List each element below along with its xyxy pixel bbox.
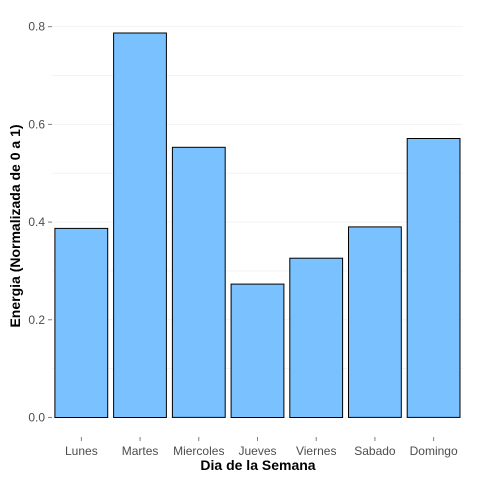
bar-jueves <box>230 283 285 418</box>
x-axis-title: Dia de la Semana <box>200 457 315 473</box>
bar-miercoles <box>171 146 226 418</box>
y-tick-label: 0.6 <box>28 117 45 131</box>
bars <box>54 32 461 419</box>
bar-martes <box>113 32 167 418</box>
x-tick-label: Sabado <box>354 444 396 458</box>
bar-sabado <box>348 226 402 418</box>
x-tick-label: Domingo <box>410 444 458 458</box>
y-tick-label: 0.0 <box>28 410 45 424</box>
x-tick-label: Martes <box>122 444 159 458</box>
y-tick-label: 0.8 <box>28 20 45 34</box>
bar-domingo <box>406 138 461 418</box>
x-tick-label: Viernes <box>296 444 336 458</box>
bar-viernes <box>289 257 344 419</box>
y-tick-label: 0.2 <box>28 313 45 327</box>
bar-lunes <box>54 227 109 418</box>
y-axis-title: Energia (Normalizada de 0 a 1) <box>7 124 23 327</box>
x-axis: Lunes Martes Miercoles Jueves Viernes Sabado D… <box>65 437 458 458</box>
x-tick-label: Lunes <box>65 444 98 458</box>
y-axis: 0.0 0.2 0.4 0.6 0.8 <box>28 20 52 424</box>
x-tick-label: Miercoles <box>173 444 224 458</box>
x-tick-label: Jueves <box>238 444 276 458</box>
y-tick-label: 0.4 <box>28 215 45 229</box>
